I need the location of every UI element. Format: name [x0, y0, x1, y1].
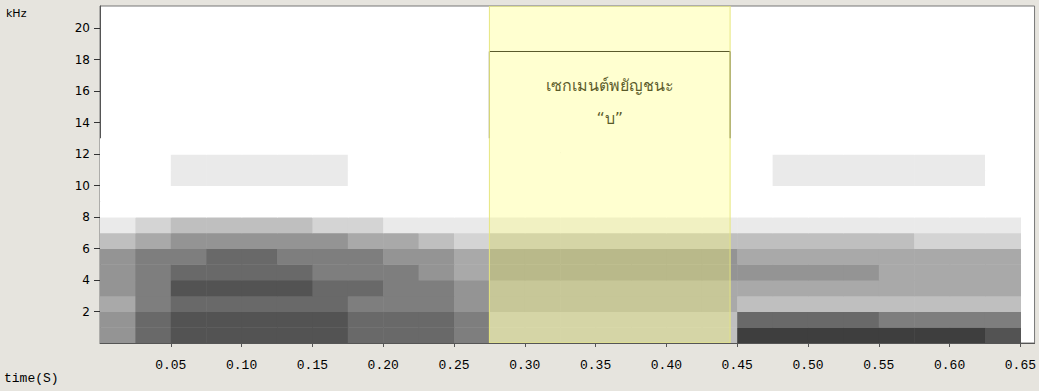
svg-text:8: 8: [82, 210, 90, 224]
svg-text:0.60: 0.60: [934, 358, 965, 373]
svg-text:18: 18: [75, 53, 90, 67]
svg-text:0.30: 0.30: [509, 358, 540, 373]
svg-text:0.25: 0.25: [438, 358, 469, 373]
svg-text:0.20: 0.20: [368, 358, 399, 373]
svg-text:0.15: 0.15: [297, 358, 328, 373]
svg-text:6: 6: [82, 242, 90, 256]
svg-text:16: 16: [75, 84, 90, 98]
svg-text:20: 20: [75, 21, 90, 35]
svg-text:0.10: 0.10: [226, 358, 257, 373]
svg-text:2: 2: [82, 305, 90, 319]
svg-text:time(S): time(S): [4, 371, 59, 386]
svg-text:0.45: 0.45: [722, 358, 753, 373]
svg-text:4: 4: [82, 273, 90, 287]
svg-text:kHz: kHz: [6, 7, 27, 20]
svg-text:0.55: 0.55: [863, 358, 894, 373]
svg-text:14: 14: [75, 116, 90, 130]
svg-text:0.40: 0.40: [651, 358, 682, 373]
svg-text:0.65: 0.65: [1005, 358, 1036, 373]
svg-text:12: 12: [75, 147, 90, 161]
svg-text:0.05: 0.05: [155, 358, 186, 373]
svg-text:0.35: 0.35: [580, 358, 611, 373]
svg-text:10: 10: [75, 179, 90, 193]
svg-text:0.50: 0.50: [792, 358, 823, 373]
